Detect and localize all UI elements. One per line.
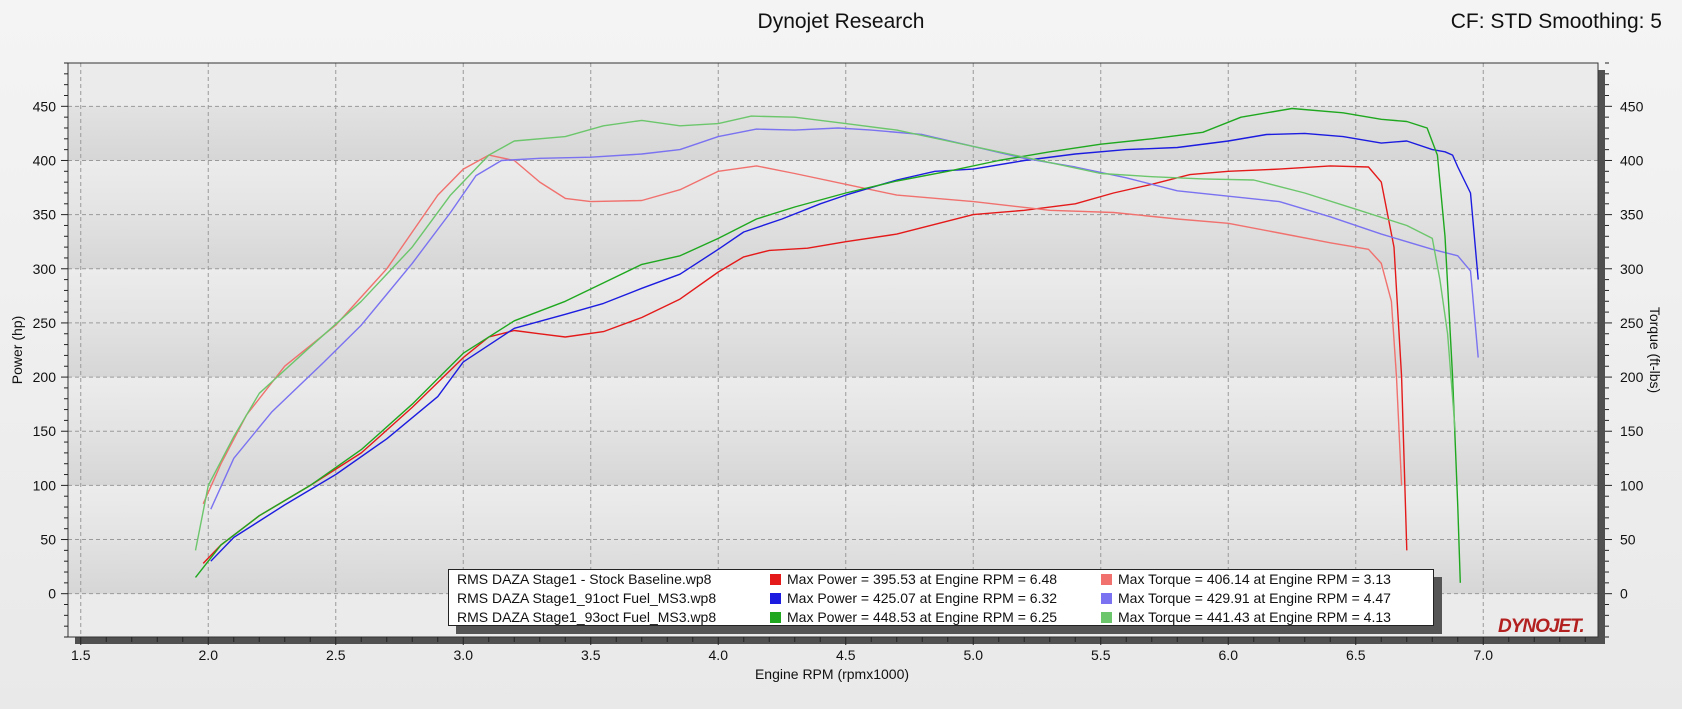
legend-torque-swatch bbox=[1101, 612, 1112, 623]
series-line-power bbox=[194, 107, 1461, 583]
legend-power-text: Max Power = 448.53 at Engine RPM = 6.25 bbox=[787, 609, 1058, 625]
y-right-tick-label: 300 bbox=[1620, 261, 1644, 277]
x-tick-label: 4.5 bbox=[836, 647, 856, 663]
plot-band bbox=[68, 377, 1598, 432]
y-left-tick-label: 250 bbox=[33, 315, 57, 331]
y-right-tick-label: 150 bbox=[1620, 423, 1644, 439]
plot-border bbox=[67, 62, 1599, 638]
x-tick-label: 3.0 bbox=[454, 647, 474, 663]
y-right-tick-label: 400 bbox=[1620, 152, 1644, 168]
y-left-tick-label: 100 bbox=[33, 477, 57, 493]
legend-row-93oct: RMS DAZA Stage1_93oct Fuel_MS3.wp8 Max P… bbox=[457, 608, 1432, 627]
y-right-tick-label: 0 bbox=[1620, 586, 1628, 602]
legend-torque-text: Max Torque = 441.43 at Engine RPM = 4.13 bbox=[1118, 609, 1391, 625]
series-line-torque bbox=[210, 127, 1479, 510]
plot-band bbox=[68, 214, 1598, 269]
plot-band bbox=[68, 485, 1598, 540]
series-line-power bbox=[210, 132, 1479, 562]
y-right-tick-label: 250 bbox=[1620, 315, 1644, 331]
x-tick-label: 6.0 bbox=[1219, 647, 1239, 663]
plot-band bbox=[68, 268, 1598, 323]
x-tick-label: 5.0 bbox=[964, 647, 984, 663]
x-axis-ticks: 1.5 2.0 2.5 3.0 3.5 4.0 4.5 5.0 5.5 6.0 6.5 7.0 bbox=[71, 637, 1586, 663]
x-tick-label: 4.0 bbox=[709, 647, 729, 663]
x-tick-label: 6.5 bbox=[1346, 647, 1366, 663]
plot-band bbox=[68, 106, 1598, 161]
x-tick-label: 5.5 bbox=[1091, 647, 1111, 663]
legend-file-name: RMS DAZA Stage1_91oct Fuel_MS3.wp8 bbox=[457, 590, 717, 606]
legend-torque-swatch bbox=[1101, 593, 1112, 604]
plot-band bbox=[68, 431, 1598, 486]
x-tick-label: 2.5 bbox=[326, 647, 346, 663]
series-layer bbox=[194, 107, 1479, 583]
x-tick-label: 2.0 bbox=[199, 647, 219, 663]
legend-file-name: RMS DAZA Stage1_93oct Fuel_MS3.wp8 bbox=[457, 609, 717, 625]
legend-power-swatch bbox=[770, 574, 781, 585]
y-left-tick-label: 200 bbox=[33, 369, 57, 385]
y-right-tick-label: 200 bbox=[1620, 369, 1644, 385]
legend-torque-text: Max Torque = 429.91 at Engine RPM = 4.47 bbox=[1118, 590, 1391, 606]
legend-power-swatch bbox=[770, 612, 781, 623]
y-right-tick-label: 450 bbox=[1620, 98, 1644, 114]
legend-power-swatch bbox=[770, 593, 781, 604]
x-tick-label: 3.5 bbox=[581, 647, 601, 663]
x-axis-title: Engine RPM (rpmx1000) bbox=[755, 666, 909, 682]
x-tick-label: 1.5 bbox=[71, 647, 91, 663]
y-left-tick-label: 150 bbox=[33, 423, 57, 439]
chart-title: Dynojet Research bbox=[757, 10, 925, 33]
y-left-tick-label: 300 bbox=[33, 261, 57, 277]
y-left-tick-label: 350 bbox=[33, 207, 57, 223]
legend-row-91oct: RMS DAZA Stage1_91oct Fuel_MS3.wp8 Max P… bbox=[457, 589, 1432, 608]
x-tick-label: 7.0 bbox=[1474, 647, 1494, 663]
y-left-tick-label: 400 bbox=[33, 152, 57, 168]
chart-legend: RMS DAZA Stage1 - Stock Baseline.wp8 Max… bbox=[448, 569, 1434, 626]
y-axis-right-title: Torque (ft-lbs) bbox=[1647, 307, 1663, 393]
y-right-tick-label: 350 bbox=[1620, 207, 1644, 223]
legend-file-name: RMS DAZA Stage1 - Stock Baseline.wp8 bbox=[457, 571, 712, 587]
plot-background bbox=[68, 63, 1598, 637]
y-axis-left-ticks: 0 50 100 150 200 250 300 350 400 450 bbox=[33, 62, 68, 638]
legend-power-text: Max Power = 395.53 at Engine RPM = 6.48 bbox=[787, 571, 1058, 587]
series-line-torque bbox=[194, 115, 1456, 551]
y-axis-left-title: Power (hp) bbox=[9, 316, 25, 384]
y-right-tick-label: 50 bbox=[1620, 532, 1636, 548]
y-right-tick-label: 100 bbox=[1620, 477, 1644, 493]
series-line-power bbox=[202, 165, 1408, 564]
y-axis-right-ticks: 0 50 100 150 200 250 300 350 400 450 bbox=[1605, 62, 1644, 638]
plot-band bbox=[68, 160, 1598, 215]
legend-torque-swatch bbox=[1101, 574, 1112, 585]
series-line-torque bbox=[202, 154, 1403, 505]
plot-band bbox=[68, 322, 1598, 378]
legend-row-stock: RMS DAZA Stage1 - Stock Baseline.wp8 Max… bbox=[457, 570, 1432, 589]
legend-power-text: Max Power = 425.07 at Engine RPM = 6.32 bbox=[787, 590, 1058, 606]
y-left-tick-label: 50 bbox=[40, 532, 56, 548]
dynojet-logo: DYNOJET. bbox=[1498, 616, 1585, 637]
cf-smoothing-label: CF: STD Smoothing: 5 bbox=[1450, 10, 1662, 33]
y-left-tick-label: 450 bbox=[33, 98, 57, 114]
legend-torque-text: Max Torque = 406.14 at Engine RPM = 3.13 bbox=[1118, 571, 1391, 587]
y-left-tick-label: 0 bbox=[48, 586, 56, 602]
